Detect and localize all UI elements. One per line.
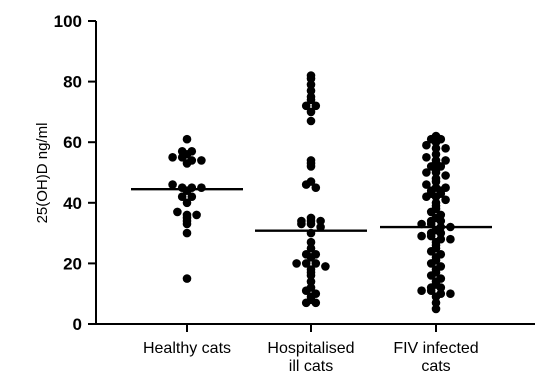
data-point bbox=[436, 210, 446, 220]
x-category-label: Healthy cats bbox=[143, 340, 231, 357]
data-point bbox=[182, 198, 192, 208]
data-point bbox=[436, 274, 446, 283]
y-tick-label: 40 bbox=[63, 194, 82, 213]
data-point bbox=[197, 183, 206, 192]
data-point bbox=[431, 150, 441, 159]
data-point bbox=[306, 92, 316, 102]
data-point bbox=[292, 259, 301, 268]
data-point bbox=[431, 198, 441, 208]
data-point bbox=[436, 234, 446, 244]
data-point bbox=[182, 228, 192, 238]
data-point bbox=[306, 283, 316, 292]
data-point bbox=[441, 195, 450, 205]
data-point bbox=[182, 134, 192, 144]
x-category-label: FIV infected bbox=[393, 340, 478, 357]
data-point bbox=[177, 192, 187, 201]
data-point bbox=[422, 153, 431, 162]
data-point bbox=[316, 216, 325, 226]
data-point bbox=[177, 147, 187, 156]
data-point bbox=[311, 101, 321, 111]
data-point bbox=[301, 250, 311, 259]
data-point bbox=[431, 304, 441, 314]
data-point bbox=[431, 156, 441, 165]
data-point bbox=[422, 168, 431, 177]
x-category-label: Hospitalised bbox=[267, 340, 354, 357]
data-point bbox=[177, 183, 187, 192]
data-point bbox=[436, 250, 446, 259]
data-point bbox=[306, 237, 316, 247]
median-lines bbox=[131, 187, 492, 232]
data-point bbox=[422, 180, 431, 189]
data-point bbox=[431, 174, 441, 183]
y-axis: 0 20 40 60 80 100 bbox=[54, 12, 97, 334]
data-point bbox=[446, 289, 455, 299]
data-point bbox=[436, 289, 446, 299]
data-point bbox=[306, 71, 316, 80]
y-tick-label: 0 bbox=[73, 315, 82, 334]
data-point bbox=[306, 177, 316, 186]
y-tick-label: 60 bbox=[63, 133, 82, 152]
data-point bbox=[431, 131, 441, 141]
data-point bbox=[197, 156, 206, 165]
data-point bbox=[173, 207, 182, 217]
data-point bbox=[422, 140, 431, 150]
data-point bbox=[182, 274, 192, 283]
data-point bbox=[441, 171, 450, 180]
data-point bbox=[311, 259, 321, 268]
data-point bbox=[297, 216, 306, 226]
data-point bbox=[436, 262, 446, 271]
data-point bbox=[182, 210, 192, 220]
data-point bbox=[311, 183, 321, 192]
data-point bbox=[306, 265, 316, 274]
y-axis-title: 25(OH)D ng/ml bbox=[34, 123, 51, 224]
data-point bbox=[417, 286, 426, 296]
y-tick-label: 20 bbox=[63, 254, 82, 273]
data-point bbox=[187, 156, 197, 165]
data-point bbox=[321, 262, 330, 271]
x-category-label: ill cats bbox=[289, 358, 333, 375]
data-point bbox=[417, 231, 426, 241]
data-point bbox=[441, 144, 450, 153]
data-point bbox=[306, 213, 316, 223]
data-point bbox=[306, 116, 316, 126]
data-point bbox=[306, 107, 316, 117]
data-point bbox=[187, 147, 197, 156]
y-tick-label: 100 bbox=[54, 12, 82, 31]
data-point bbox=[306, 277, 316, 286]
data-point bbox=[446, 234, 455, 244]
data-point bbox=[431, 144, 441, 153]
data-points bbox=[168, 71, 455, 314]
data-point bbox=[306, 156, 316, 165]
y-tick-label: 80 bbox=[63, 73, 82, 92]
data-point bbox=[441, 183, 450, 192]
data-point bbox=[187, 192, 197, 201]
data-point bbox=[168, 153, 177, 162]
data-point bbox=[192, 210, 201, 220]
data-point bbox=[431, 298, 441, 308]
x-category-label: cats bbox=[421, 358, 450, 375]
data-point bbox=[306, 244, 316, 253]
data-point bbox=[431, 183, 441, 192]
data-point bbox=[441, 156, 450, 165]
data-point bbox=[311, 289, 321, 299]
data-point bbox=[306, 80, 316, 89]
data-point bbox=[311, 250, 321, 259]
data-point bbox=[168, 180, 177, 189]
data-point bbox=[301, 259, 311, 268]
data-point bbox=[187, 183, 197, 192]
data-point bbox=[301, 101, 311, 111]
data-point bbox=[316, 222, 325, 232]
data-point bbox=[306, 86, 316, 95]
